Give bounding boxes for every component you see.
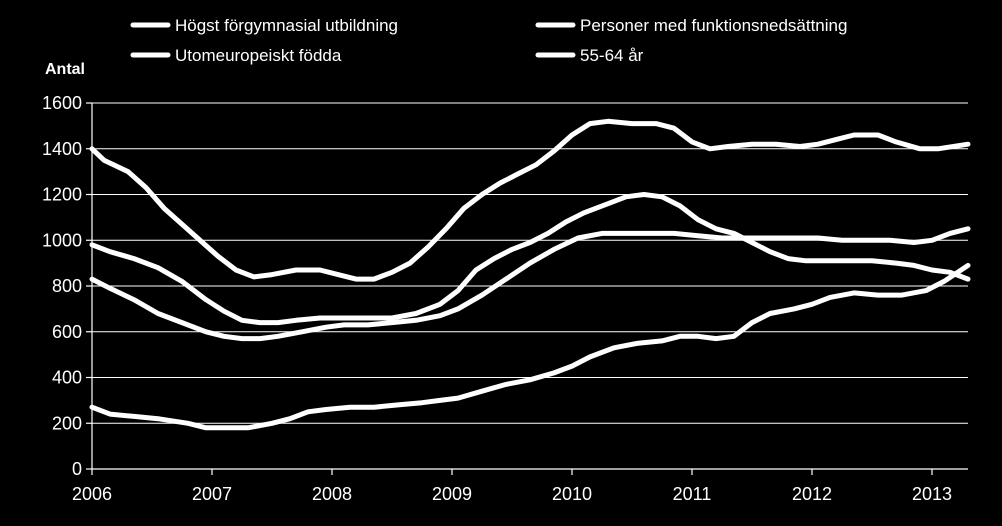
y-tick-label: 0 (72, 459, 82, 479)
legend-label: Utomeuropeiskt födda (175, 46, 342, 65)
legend-label: 55-64 år (580, 46, 644, 65)
series-line-2 (89, 192, 971, 326)
legend-item: 55-64 år (535, 46, 644, 65)
series-line-4 (89, 262, 971, 431)
y-tick-label: 1600 (42, 93, 82, 113)
y-tick-label: 1400 (42, 139, 82, 159)
x-tick-label: 2007 (192, 484, 232, 504)
x-tick-label: 2013 (912, 484, 952, 504)
legend-item: Utomeuropeiskt födda (130, 46, 342, 65)
y-axis-title: Antal (45, 61, 85, 78)
y-tick-label: 600 (52, 322, 82, 342)
legend-item: Högst förgymnasial utbildning (130, 16, 398, 35)
y-tick-label: 400 (52, 368, 82, 388)
y-tick-label: 1200 (42, 185, 82, 205)
x-tick-label: 2006 (72, 484, 112, 504)
x-tick-label: 2008 (312, 484, 352, 504)
series-lines (89, 118, 971, 431)
x-tick-label: 2010 (552, 484, 592, 504)
legend-item: Personer med funktionsnedsättning (535, 16, 847, 35)
x-tick-label: 2012 (792, 484, 832, 504)
x-tick-label: 2011 (673, 484, 712, 504)
legend-label: Personer med funktionsnedsättning (580, 16, 847, 35)
series-line-3 (89, 226, 971, 342)
y-tick-label: 200 (52, 413, 82, 433)
series-line-1 (89, 118, 971, 282)
legend-label: Högst förgymnasial utbildning (175, 16, 398, 35)
y-tick-label: 1000 (42, 230, 82, 250)
x-tick-label: 2009 (432, 484, 472, 504)
legend: Högst förgymnasial utbildning Personer m… (130, 16, 847, 65)
y-tick-label: 800 (52, 276, 82, 296)
x-axis-ticks: 2006 2007 2008 2009 2010 2011 2012 2013 (72, 469, 952, 504)
y-axis-ticks: 0 200 400 600 800 1000 1200 1400 1600 (42, 93, 92, 479)
